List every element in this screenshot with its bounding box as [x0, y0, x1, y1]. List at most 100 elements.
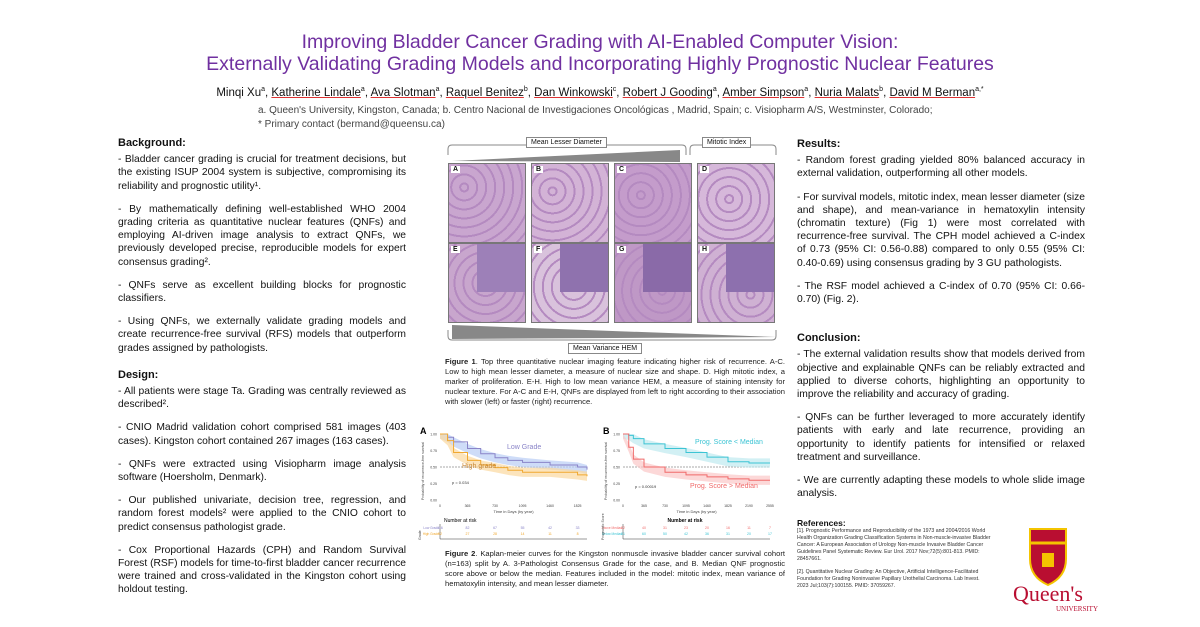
risk-count: 81 — [621, 532, 625, 536]
risk-row-label: Below Median — [602, 532, 622, 536]
design-paragraph: - Our published univariate, decision tre… — [118, 495, 406, 533]
x-tick-label: 1825 — [724, 504, 732, 508]
risk-count: 67 — [493, 526, 497, 530]
y-tick-label: 0.75 — [430, 449, 437, 453]
histology-panel-h: H — [697, 243, 775, 323]
background-paragraph: - Bladder cancer grading is crucial for … — [118, 154, 406, 192]
y-tick-label: 0.00 — [613, 499, 620, 503]
histology-panel-a: A — [448, 163, 526, 243]
background-paragraph: - Using QNFs, we externally validate gra… — [118, 316, 406, 354]
panel-letter: F — [534, 246, 543, 253]
risk-count: 60 — [642, 532, 646, 536]
author-name: Amber Simpson — [722, 86, 805, 99]
contact-text: * Primary contact (bermand@queensu.ca) — [258, 119, 445, 130]
figure-1-brackets — [447, 144, 777, 341]
results-heading: Results: — [797, 138, 841, 150]
risk-y-label: Grade — [418, 530, 422, 540]
series-label: Low Grade — [507, 444, 541, 451]
x-tick-label: 1460 — [546, 504, 554, 508]
queens-university-logo: Queen's UNIVERSITY — [998, 525, 1098, 617]
zoomed-inset — [477, 244, 525, 292]
panel-letter: H — [700, 246, 710, 253]
reference-1: [1]. Prognostic Performance and Reproduc… — [797, 528, 991, 562]
author-affiliation-mark: b — [879, 86, 884, 93]
x-tick-label: 730 — [492, 504, 498, 508]
conclusion-paragraph: - The external validation results show t… — [797, 349, 1085, 401]
figure-2-caption-label: Figure 2 — [445, 549, 476, 558]
confidence-band — [623, 434, 770, 485]
risk-count: 7 — [769, 526, 771, 530]
series-label: High grade — [462, 463, 496, 470]
author-name: Robert J Gooding — [622, 86, 713, 99]
gradient-wedge-top — [452, 150, 680, 162]
x-tick-label: 365 — [465, 504, 471, 508]
histology-panel-d: D — [697, 163, 775, 243]
figure-1-caption-label: Figure 1 — [445, 357, 476, 366]
survival-curve — [623, 433, 770, 481]
risk-count: 42 — [548, 526, 552, 530]
left-column: Background: - Bladder cancer grading is … — [118, 137, 406, 607]
risk-count: 17 — [768, 532, 772, 536]
author-name: Katherine Lindale — [271, 86, 361, 99]
gradient-wedge-bottom — [452, 325, 776, 339]
panel-letter: D — [700, 166, 710, 173]
design-paragraph: - Cox Proportional Hazards (CPH) and Ran… — [118, 544, 406, 596]
x-tick-label: 1095 — [519, 504, 527, 508]
mean-lesser-diameter-label: Mean Lesser Diameter — [526, 137, 607, 148]
risk-y-label: Prognostic Score — [601, 513, 605, 540]
risk-table-title: Number at risk — [667, 518, 702, 524]
y-tick-label: 0.00 — [430, 499, 437, 503]
panel-letter: A — [451, 166, 461, 173]
author-name: Dan Winkowski — [534, 86, 613, 99]
x-tick-label: 0 — [439, 504, 441, 508]
y-tick-label: 0.50 — [430, 466, 437, 470]
risk-count: 55 — [521, 526, 525, 530]
y-tick-label: 0.75 — [613, 449, 620, 453]
background-paragraph: - By mathematically defining well-establ… — [118, 203, 406, 268]
risk-count: 116 — [437, 526, 443, 530]
author-affiliation-mark: a — [712, 86, 717, 93]
y-tick-label: 0.50 — [613, 466, 620, 470]
risk-count: 82 — [621, 526, 625, 530]
design-paragraph: - CNIO Madrid validation cohort comprise… — [118, 422, 406, 447]
p-value: p = 0.034 — [452, 480, 470, 485]
results-paragraph: - The RSF model achieved a C-index of 0.… — [797, 280, 1085, 306]
histology-panel-f: F — [531, 243, 609, 323]
risk-count: 8 — [577, 532, 579, 536]
title-line-2: Externally Validating Grading Models and… — [206, 53, 994, 75]
histology-panel-g: G — [614, 243, 692, 323]
right-column: Results: - Random forest grading yielded… — [797, 138, 1085, 510]
results-section: - Random forest grading yielded 80% bala… — [797, 154, 1085, 306]
panel-letter: A — [420, 426, 427, 436]
survival-curve — [440, 433, 588, 477]
author-name: David M Berman — [889, 86, 976, 99]
conclusion-heading: Conclusion: — [797, 332, 861, 345]
results-paragraph: - Random forest grading yielded 80% bala… — [797, 155, 1085, 180]
affiliations: a. Queen's University, Kingston, Canada;… — [258, 104, 932, 132]
x-axis-label: Time in Days (by year) — [493, 509, 534, 514]
background-section: - Bladder cancer grading is crucial for … — [118, 153, 406, 355]
panel-letter: C — [617, 166, 627, 173]
author-name: Minqi Xu — [216, 86, 262, 99]
author-affiliation-mark: a — [435, 86, 440, 93]
figure-1: Mean Lesser Diameter Mitotic Index Mean … — [440, 133, 785, 355]
reference-2: [2]. Quantitative Nuclear Grading: An Ob… — [797, 569, 980, 589]
panel-letter: B — [534, 166, 544, 173]
risk-count: 11 — [548, 532, 552, 536]
figure-2-caption-text: . Kaplan-meier curves for the Kingston n… — [445, 549, 785, 588]
x-tick-label: 2555 — [766, 504, 774, 508]
risk-count: 28 — [493, 532, 497, 536]
conclusion-paragraph: - We are currently adapting these models… — [797, 475, 1085, 500]
risk-count: 82 — [466, 526, 470, 530]
risk-count: 36 — [705, 532, 709, 536]
risk-count: 50 — [663, 532, 667, 536]
author-list: Minqi Xua, Katherine Lindalea, Ava Slotm… — [216, 86, 984, 99]
risk-count: 52 — [438, 532, 442, 536]
confidence-band — [440, 434, 587, 481]
conclusion-section: - The external validation results show t… — [797, 348, 1085, 500]
risk-count: 20 — [705, 526, 709, 530]
design-heading: Design: — [118, 368, 159, 381]
mitotic-index-label: Mitotic Index — [702, 137, 752, 148]
y-tick-label: 1.00 — [613, 433, 620, 437]
x-tick-label: 1460 — [703, 504, 711, 508]
